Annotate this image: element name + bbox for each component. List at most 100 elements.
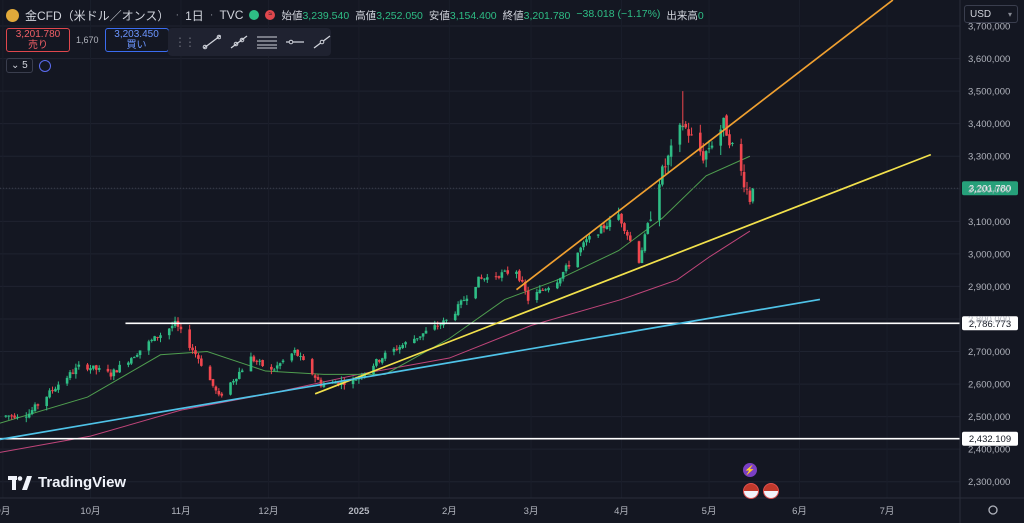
candle[interactable] bbox=[579, 247, 582, 253]
candle[interactable] bbox=[503, 270, 507, 272]
candle[interactable] bbox=[526, 290, 530, 301]
tradingview-logo[interactable]: TradingView bbox=[8, 474, 126, 491]
candle[interactable] bbox=[500, 272, 504, 278]
candle[interactable] bbox=[130, 358, 133, 364]
symbol-name[interactable]: 金CFD（米ドル／オンス） bbox=[25, 8, 170, 23]
candle[interactable] bbox=[255, 360, 259, 362]
candle[interactable] bbox=[68, 372, 72, 379]
candle[interactable] bbox=[663, 166, 667, 168]
candle[interactable] bbox=[16, 416, 19, 418]
candle[interactable] bbox=[156, 336, 159, 338]
candle[interactable] bbox=[722, 117, 725, 129]
candle[interactable] bbox=[684, 124, 688, 128]
candle[interactable] bbox=[57, 384, 60, 390]
candle[interactable] bbox=[237, 371, 241, 379]
candle[interactable] bbox=[293, 349, 297, 353]
candle[interactable] bbox=[167, 328, 171, 336]
candle[interactable] bbox=[153, 336, 156, 341]
candle[interactable] bbox=[383, 352, 387, 359]
candle[interactable] bbox=[401, 345, 404, 349]
candle[interactable] bbox=[27, 413, 31, 418]
price-axis[interactable]: 2,300,000 2,400,000 2,500,000 2,600,000 2,70… bbox=[959, 0, 1010, 523]
candle[interactable] bbox=[302, 356, 305, 361]
candle[interactable] bbox=[290, 353, 294, 361]
candle[interactable] bbox=[372, 365, 375, 375]
candle[interactable] bbox=[523, 282, 527, 291]
candle[interactable] bbox=[436, 325, 439, 327]
candle[interactable] bbox=[485, 277, 489, 280]
ray-tool-icon[interactable] bbox=[229, 34, 248, 50]
candle[interactable] bbox=[51, 390, 54, 392]
sell-button[interactable]: 3,201.780 売り bbox=[6, 28, 70, 52]
candle[interactable] bbox=[413, 338, 416, 344]
candle[interactable] bbox=[453, 313, 457, 321]
candle[interactable] bbox=[378, 360, 381, 362]
candle[interactable] bbox=[602, 225, 606, 229]
candle[interactable] bbox=[690, 134, 693, 136]
indicator-toggle[interactable]: ⌄ 5 bbox=[6, 58, 33, 73]
candle[interactable] bbox=[544, 289, 547, 291]
candle[interactable] bbox=[354, 379, 358, 381]
candle[interactable] bbox=[138, 350, 142, 356]
candle[interactable] bbox=[4, 415, 8, 417]
candle[interactable] bbox=[65, 377, 69, 384]
candle[interactable] bbox=[92, 365, 95, 369]
candle[interactable] bbox=[89, 368, 92, 371]
candle[interactable] bbox=[456, 304, 460, 315]
candle[interactable] bbox=[351, 379, 355, 385]
candle[interactable] bbox=[421, 333, 425, 337]
candle[interactable] bbox=[418, 336, 422, 338]
candle[interactable] bbox=[208, 366, 212, 381]
market-open-icon[interactable] bbox=[249, 10, 260, 20]
candle[interactable] bbox=[30, 410, 34, 414]
settings-gear-icon[interactable] bbox=[988, 505, 998, 515]
candle[interactable] bbox=[375, 359, 378, 366]
candle[interactable] bbox=[588, 236, 591, 240]
candle[interactable] bbox=[281, 360, 285, 363]
candle[interactable] bbox=[109, 372, 113, 377]
candle[interactable] bbox=[582, 242, 585, 248]
candle[interactable] bbox=[707, 148, 711, 150]
candle[interactable] bbox=[745, 188, 749, 190]
candle[interactable] bbox=[661, 166, 664, 185]
candle[interactable] bbox=[596, 234, 600, 236]
candle[interactable] bbox=[132, 357, 136, 359]
candle[interactable] bbox=[94, 365, 98, 370]
candle[interactable] bbox=[310, 359, 314, 375]
fib-retracement-tool-icon[interactable] bbox=[256, 34, 277, 50]
candle[interactable] bbox=[252, 356, 256, 362]
candle[interactable] bbox=[567, 264, 571, 267]
candle[interactable] bbox=[127, 362, 130, 365]
candle[interactable] bbox=[704, 151, 708, 160]
delay-icon[interactable]: ≈ bbox=[265, 10, 276, 20]
candle[interactable] bbox=[415, 338, 419, 340]
candle[interactable] bbox=[640, 250, 644, 264]
candle[interactable] bbox=[97, 368, 101, 370]
candle[interactable] bbox=[424, 330, 428, 334]
candle[interactable] bbox=[739, 144, 743, 171]
candle[interactable] bbox=[235, 378, 238, 382]
candle[interactable] bbox=[86, 364, 89, 370]
candle[interactable] bbox=[322, 383, 326, 387]
trend-line-tool-icon[interactable] bbox=[202, 34, 222, 50]
candle[interactable] bbox=[751, 188, 755, 202]
candle[interactable] bbox=[261, 360, 264, 367]
candle[interactable] bbox=[433, 325, 437, 330]
candle[interactable] bbox=[188, 329, 191, 348]
candle[interactable] bbox=[462, 300, 466, 302]
candle[interactable] bbox=[24, 416, 28, 418]
candle[interactable] bbox=[150, 339, 154, 341]
candle[interactable] bbox=[515, 271, 518, 274]
trendline-orange[interactable] bbox=[515, 0, 894, 291]
candle[interactable] bbox=[480, 277, 483, 279]
candle[interactable] bbox=[459, 300, 463, 305]
candle[interactable] bbox=[316, 377, 320, 380]
trendlines[interactable] bbox=[0, 0, 932, 441]
candle[interactable] bbox=[191, 347, 194, 351]
candle[interactable] bbox=[666, 155, 670, 165]
candle[interactable] bbox=[214, 386, 218, 391]
candle[interactable] bbox=[54, 388, 57, 392]
candle[interactable] bbox=[678, 124, 682, 145]
candle[interactable] bbox=[249, 356, 253, 372]
